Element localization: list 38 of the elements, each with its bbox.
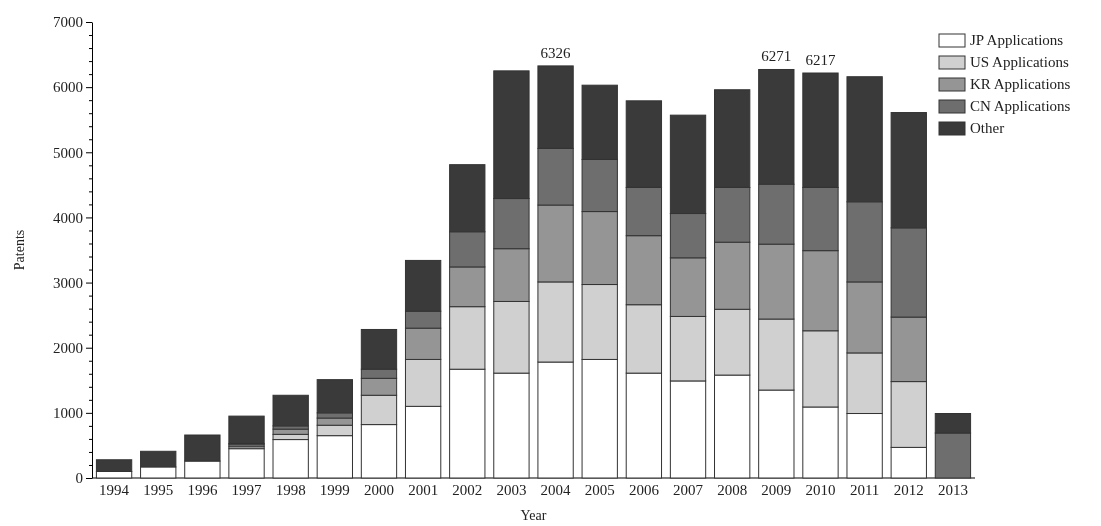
x-tick-label: 2004 [540,481,572,498]
x-tick-label: 2013 [937,481,968,498]
legend-label: KR Applications [970,76,1071,92]
x-tick-label: 1997 [231,481,263,498]
x-tick-label: 2005 [584,481,615,498]
x-tick-label: 1994 [99,481,130,498]
legend-label: Other [970,120,1005,136]
x-tick-label: 2000 [363,481,394,498]
x-tick-label: 1999 [319,481,350,498]
x-tick-label: 2010 [805,481,836,498]
y-tick-label: 5000 [53,144,83,161]
y-tick-label: 2000 [53,340,83,357]
total-label: 6217 [805,52,836,69]
x-tick-label: 2011 [849,481,880,498]
total-label: 6271 [761,48,792,65]
x-tick-label: 1998 [275,481,306,498]
x-tick-label: 2003 [496,481,527,498]
y-axis-title: Patents [12,229,27,271]
x-tick-label: 1995 [143,481,174,498]
x-axis-title: Year [520,508,547,523]
x-tick-label: 2009 [761,481,792,498]
legend-label: US Applications [970,54,1069,70]
x-tick-label: 2006 [628,481,660,498]
legend-label: CN Applications [970,98,1071,114]
total-label: 6326 [540,44,572,61]
legend-label: JP Applications [970,32,1064,48]
x-tick-label: 1996 [187,481,218,498]
y-tick-label: 1000 [53,405,83,422]
y-tick-label: 4000 [53,209,83,226]
y-tick-label: 3000 [53,274,83,291]
x-tick-label: 2008 [717,481,748,498]
x-tick-label: 2001 [408,481,439,498]
y-tick-label: 7000 [53,14,83,31]
y-tick-label: 0 [75,470,83,487]
y-tick-label: 6000 [53,79,83,96]
x-tick-label: 2007 [673,481,704,498]
x-tick-label: 2002 [452,481,483,498]
x-tick-label: 2012 [893,481,924,498]
